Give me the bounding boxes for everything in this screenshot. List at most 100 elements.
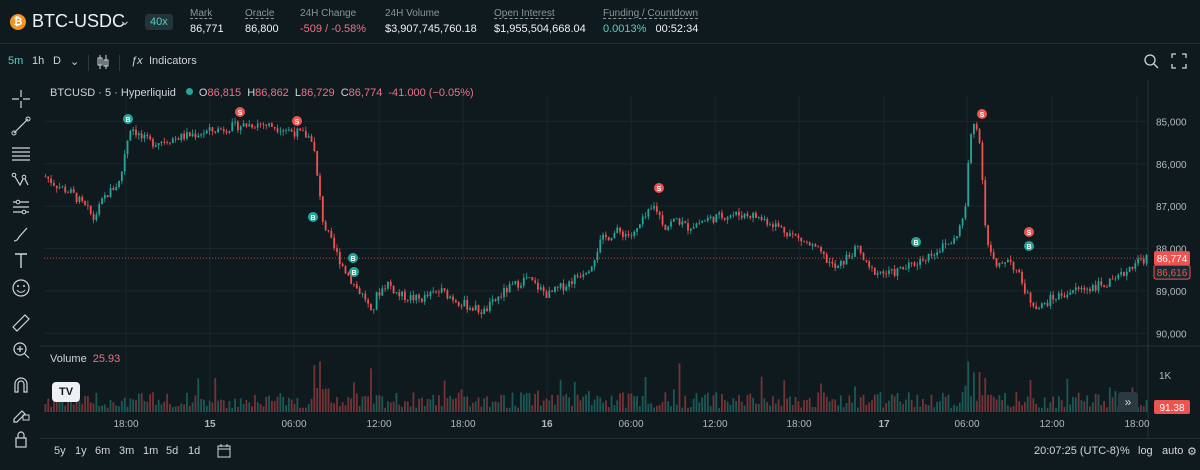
volume-bar	[183, 404, 186, 412]
volume-bar	[958, 402, 961, 412]
candle-body	[712, 216, 715, 223]
volume-bar	[367, 396, 370, 412]
stat-label: Open Interest	[494, 8, 555, 19]
pattern-icon[interactable]	[10, 169, 32, 191]
range-1m[interactable]: 1m	[143, 445, 159, 457]
candle-body	[1035, 306, 1038, 310]
candle-body	[905, 268, 907, 270]
candle-body	[828, 261, 831, 263]
forecast-icon[interactable]	[10, 196, 32, 218]
volume-bar	[619, 393, 621, 412]
volume-bar	[268, 395, 270, 412]
candle-body	[902, 267, 905, 270]
leverage-badge[interactable]: 40x	[145, 14, 173, 30]
volume-bar	[701, 397, 704, 412]
candle-body	[129, 130, 132, 141]
chevron-down-icon[interactable]: ⌄	[119, 12, 131, 28]
auto-toggle[interactable]: auto	[1162, 445, 1184, 457]
candle-body	[624, 233, 627, 237]
range-6m[interactable]: 6m	[95, 445, 111, 457]
candle-body	[480, 312, 483, 315]
candle-body	[805, 241, 808, 243]
percent-toggle[interactable]: %	[1120, 445, 1130, 457]
secondary-price-label: 86,616	[1157, 268, 1188, 279]
candle-body	[460, 305, 463, 307]
indicators-icon[interactable]: ƒx	[131, 55, 143, 67]
volume-bar	[924, 404, 927, 412]
candle-type-icon[interactable]	[96, 53, 110, 74]
candle-body	[404, 291, 406, 301]
clock-readout[interactable]: 20:07:25 (UTC-8)	[1034, 445, 1120, 457]
candle-body	[984, 180, 987, 226]
lock-drawing-icon[interactable]	[10, 401, 32, 423]
candle-body	[1128, 267, 1131, 272]
stat-mark: Mark 86,771	[190, 8, 224, 36]
candle-body	[55, 185, 58, 189]
calendar-icon[interactable]	[216, 442, 232, 463]
volume-bar	[1063, 406, 1066, 412]
volume-bar	[882, 407, 885, 412]
volume-bar	[593, 399, 596, 412]
scroll-to-realtime-button[interactable]: »	[1118, 392, 1138, 412]
fullscreen-icon[interactable]	[1171, 53, 1187, 74]
candle-body	[222, 129, 225, 132]
volume-bar	[477, 397, 480, 412]
candle-body	[664, 224, 667, 230]
candle-body	[237, 121, 239, 131]
volume-bar	[370, 368, 372, 412]
ruler-icon[interactable]	[10, 312, 32, 334]
magnet-icon[interactable]	[10, 374, 32, 396]
legend-close-label: C	[340, 87, 349, 99]
range-1d[interactable]: 1d	[188, 445, 201, 457]
volume-bar	[605, 400, 607, 412]
time-tick-label: 12:00	[1039, 419, 1064, 430]
volume-bar	[831, 399, 834, 412]
pair-selector[interactable]: BTC-USDC	[32, 11, 125, 31]
candle-body	[336, 248, 338, 252]
tradingview-logo[interactable]: TV	[52, 382, 80, 402]
zoom-in-icon[interactable]	[10, 339, 32, 361]
lock-icon[interactable]	[10, 428, 32, 450]
volume-bar	[242, 404, 245, 412]
candle-body	[890, 269, 893, 271]
range-5y[interactable]: 5y	[54, 445, 66, 457]
candle-body	[789, 233, 791, 237]
range-1y[interactable]: 1y	[75, 445, 87, 457]
volume-bar	[457, 392, 460, 412]
brush-icon[interactable]	[10, 223, 32, 245]
interval-chevron-icon[interactable]: ⌄	[70, 56, 80, 68]
candle-body	[370, 303, 372, 311]
horizontal-lines-icon[interactable]	[10, 142, 32, 164]
volume-bar	[531, 405, 534, 412]
settings-gear-icon[interactable]: ⚙	[1187, 446, 1197, 458]
chart-toolbar: 5m 1h D ⌄ ƒx Indicators	[0, 50, 1200, 76]
volume-bar	[927, 405, 930, 412]
volume-bar	[1023, 401, 1026, 412]
volume-bar	[276, 396, 279, 412]
candle-body	[304, 131, 307, 138]
crosshair-icon[interactable]	[10, 88, 32, 110]
interval-1h[interactable]: 1h	[32, 55, 45, 67]
range-3m[interactable]: 3m	[119, 445, 135, 457]
trend-line-icon[interactable]	[10, 115, 32, 137]
text-tool-icon[interactable]	[10, 250, 32, 272]
candle-body	[135, 129, 137, 136]
candle-body	[1111, 278, 1114, 280]
trade-marker-label: B	[351, 270, 356, 277]
range-5d[interactable]: 5d	[166, 445, 179, 457]
candle-body	[658, 212, 661, 216]
volume-bar	[837, 405, 839, 412]
emoji-icon[interactable]	[10, 277, 32, 299]
candle-body	[69, 189, 72, 193]
candle-body	[616, 227, 619, 234]
candle-body	[203, 133, 205, 135]
stat-value: $3,907,745,760.18	[385, 23, 477, 35]
interval-d[interactable]: D	[53, 55, 61, 67]
log-toggle[interactable]: log	[1138, 445, 1153, 457]
candle-body	[449, 296, 452, 299]
volume-bar	[1114, 391, 1117, 412]
magnify-icon[interactable]	[1143, 53, 1159, 74]
indicators-button[interactable]: Indicators	[149, 55, 197, 67]
interval-5m[interactable]: 5m	[8, 55, 24, 67]
